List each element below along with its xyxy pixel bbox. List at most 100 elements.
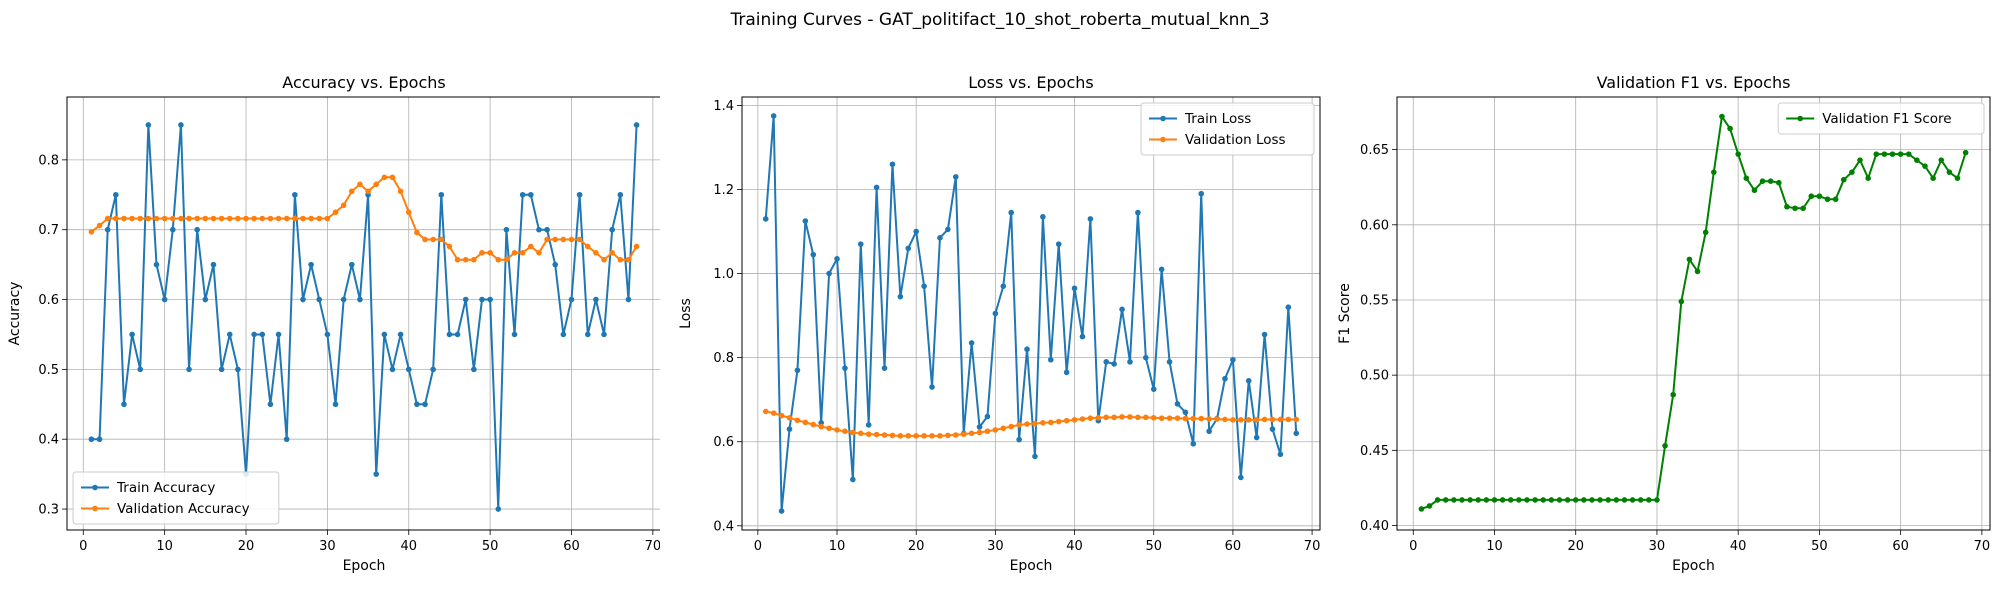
data-point	[1507, 497, 1514, 503]
data-point	[357, 296, 363, 303]
data-point	[857, 430, 864, 437]
y-tick-label: 0.50	[1360, 369, 1389, 384]
x-tick-label: 60	[1225, 539, 1242, 554]
x-tick-label: 50	[1145, 539, 1162, 554]
data-point	[348, 188, 355, 195]
chart-title: Validation F1 vs. Epochs	[1597, 73, 1791, 92]
legend-label: Train Loss	[1184, 111, 1251, 127]
data-point	[96, 436, 103, 443]
data-point	[235, 366, 241, 373]
data-point	[1214, 416, 1220, 422]
data-point	[536, 226, 542, 233]
data-point	[601, 331, 607, 338]
data-point	[1079, 333, 1086, 340]
data-point	[137, 366, 144, 373]
x-tick-label: 70	[1304, 539, 1321, 554]
data-point	[1524, 497, 1530, 503]
data-point	[810, 251, 817, 258]
data-point	[826, 270, 832, 277]
data-point	[1548, 497, 1555, 503]
data-point	[1071, 285, 1078, 292]
data-point	[1008, 209, 1015, 216]
data-point	[1024, 421, 1030, 427]
data-point	[1662, 443, 1668, 449]
data-point	[1135, 414, 1141, 421]
data-point	[324, 215, 331, 222]
data-point	[438, 236, 445, 243]
data-point	[1285, 416, 1292, 423]
data-point	[786, 414, 793, 421]
chart-title: Loss vs. Epochs	[968, 73, 1093, 92]
y-tick-label: 0.4	[713, 519, 734, 534]
data-point	[1261, 331, 1268, 338]
data-point	[1206, 416, 1212, 422]
y-tick-label: 1.4	[713, 99, 734, 114]
data-point	[1922, 163, 1928, 169]
x-tick-label: 30	[987, 539, 1004, 554]
data-point	[308, 261, 314, 268]
data-point	[810, 421, 817, 428]
data-point	[446, 243, 453, 250]
series-line-0	[91, 124, 638, 510]
data-point	[430, 236, 436, 243]
data-point	[802, 419, 809, 426]
data-point	[161, 215, 168, 222]
data-point	[373, 471, 380, 477]
data-point	[968, 430, 975, 437]
x-tick-label: 40	[400, 539, 417, 554]
data-point	[397, 331, 404, 338]
data-point	[1008, 423, 1015, 430]
data-point	[340, 202, 347, 209]
data-point	[1849, 169, 1855, 175]
data-point	[145, 122, 152, 128]
x-axis-label: Epoch	[1672, 558, 1715, 574]
data-point	[921, 283, 927, 289]
axes-frame	[741, 96, 1321, 531]
data-point	[275, 331, 282, 338]
data-point	[778, 508, 785, 514]
data-point	[1629, 497, 1636, 503]
data-point	[552, 236, 559, 243]
data-point	[865, 431, 872, 437]
data-point	[145, 215, 152, 222]
data-point	[1111, 414, 1117, 421]
data-point	[576, 236, 583, 243]
data-point	[1269, 416, 1276, 423]
data-point	[1694, 268, 1701, 275]
x-tick-label: 60	[1892, 539, 1909, 554]
data-point	[1767, 178, 1774, 184]
data-point	[881, 432, 888, 438]
data-point	[1127, 359, 1133, 365]
data-point	[487, 296, 493, 303]
data-point	[300, 215, 306, 222]
data-point	[536, 249, 542, 256]
data-point	[1962, 149, 1969, 156]
data-point	[414, 401, 420, 408]
data-point	[186, 366, 192, 373]
data-point	[1491, 497, 1498, 503]
data-point	[1230, 356, 1236, 363]
data-point	[1143, 414, 1149, 421]
data-point	[633, 243, 640, 250]
data-point	[1055, 418, 1062, 425]
data-point	[834, 427, 840, 433]
data-point	[913, 433, 919, 439]
data-point	[1678, 298, 1685, 305]
data-point	[1865, 175, 1871, 181]
data-point	[113, 191, 119, 198]
data-point	[1119, 306, 1125, 313]
y-axis-label: F1 Score	[1337, 283, 1353, 344]
data-point	[1206, 428, 1212, 435]
data-point	[1572, 497, 1579, 503]
data-point	[1759, 178, 1766, 184]
data-point	[1238, 417, 1244, 423]
data-point	[1032, 453, 1038, 460]
legend-marker	[92, 505, 98, 512]
data-point	[617, 191, 624, 198]
data-point	[511, 331, 518, 338]
data-point	[1190, 415, 1197, 422]
data-point	[1055, 241, 1062, 247]
data-point	[153, 261, 160, 268]
data-point	[1540, 497, 1547, 503]
data-point	[1418, 506, 1425, 512]
